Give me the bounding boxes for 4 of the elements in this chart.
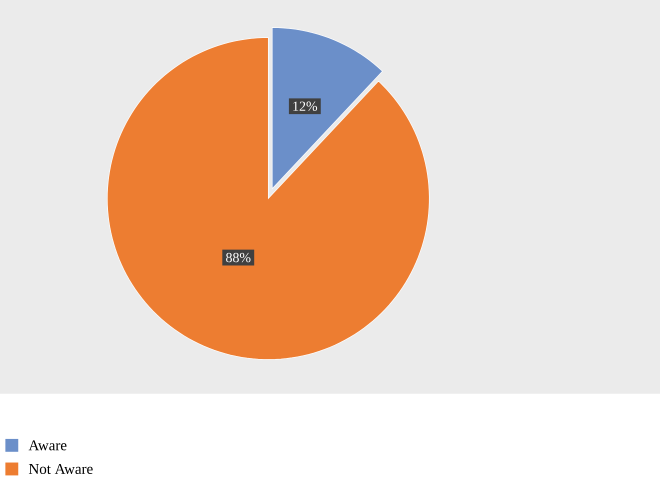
data-label: 88% (226, 253, 251, 262)
legend-label: Not Aware (28, 464, 93, 474)
data-label: 12% (293, 102, 318, 112)
legend-label: Aware (28, 440, 66, 451)
